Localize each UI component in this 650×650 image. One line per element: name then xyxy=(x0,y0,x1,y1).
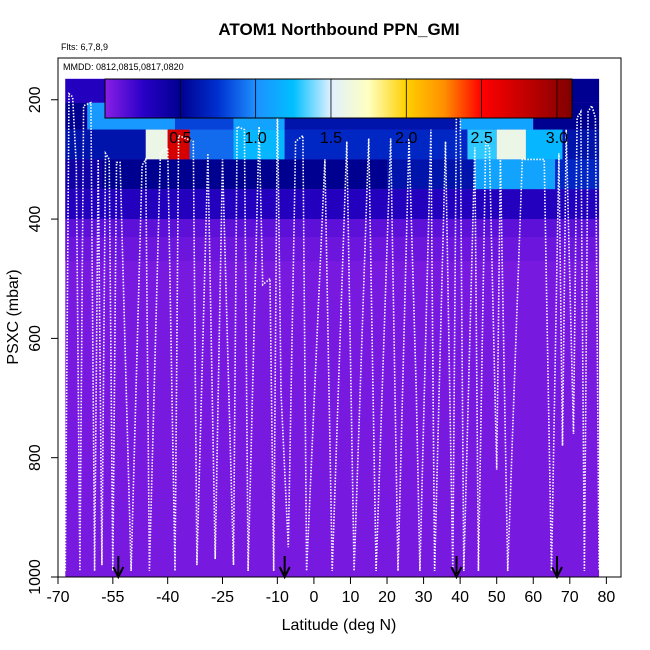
x-tick-label: 40 xyxy=(451,589,469,606)
heatmap-cell xyxy=(467,129,497,160)
y-tick-label: 400 xyxy=(27,206,44,233)
x-tick-label: 70 xyxy=(561,589,579,606)
y-axis-label: PSXC (mbar) xyxy=(5,269,22,364)
x-axis-label: Latitude (deg N) xyxy=(282,617,397,634)
heatmap-cell xyxy=(65,219,600,237)
x-tick-label: 20 xyxy=(378,589,396,606)
x-tick-label: -40 xyxy=(156,589,179,606)
heatmap-cell xyxy=(525,129,563,160)
x-tick-label: -55 xyxy=(101,589,124,606)
chart-title: ATOM1 Northbound PPN_GMI xyxy=(218,20,459,39)
y-axis: 200 400 600 800 1000 xyxy=(27,86,58,595)
colorbar-tick-label: 0.5 xyxy=(169,130,191,147)
y-tick-label: 200 xyxy=(27,86,44,113)
x-tick-label: -25 xyxy=(211,589,234,606)
heatmap-cell xyxy=(284,129,468,160)
flight-track-layer xyxy=(64,92,600,572)
colorbar-gradient xyxy=(104,78,573,119)
x-axis: -70 -55 -40 -25 -10 0 10 20 30 40 50 60 70 80 xyxy=(46,577,615,606)
x-tick-label: -70 xyxy=(46,589,69,606)
heatmap-layer xyxy=(65,78,600,578)
y-tick-label: 600 xyxy=(27,325,44,352)
heatmap-cell xyxy=(145,129,168,160)
x-tick-label: 80 xyxy=(597,589,615,606)
colorbar-ticks: 0.5 1.0 1.5 2.0 2.5 3.0 xyxy=(169,79,568,147)
heatmap-cell xyxy=(65,236,600,261)
colorbar-tick-label: 3.0 xyxy=(546,130,568,147)
x-tick-label: 60 xyxy=(524,589,542,606)
flights-label: Flts: 6,7,8,9 xyxy=(61,42,108,52)
heatmap-cell xyxy=(167,129,190,160)
x-tick-label: 10 xyxy=(342,589,360,606)
flight-track-line xyxy=(64,92,600,572)
x-tick-label: 30 xyxy=(415,589,433,606)
heatmap-cell xyxy=(65,189,600,220)
colorbar-tick-label: 1.5 xyxy=(320,130,342,147)
plot-frame xyxy=(57,57,622,578)
y-tick-label: 1000 xyxy=(27,559,44,595)
colorbar-tick-label: 1.0 xyxy=(245,130,267,147)
heatmap-cell xyxy=(65,129,146,160)
colorbar-tick-label: 2.5 xyxy=(470,130,492,147)
colorbar: 0.5 1.0 1.5 2.0 2.5 3.0 xyxy=(104,78,573,147)
x-tick-label: 50 xyxy=(488,589,506,606)
heatmap-cell xyxy=(496,129,526,160)
heatmap-cell xyxy=(474,159,556,190)
heatmap-cell xyxy=(65,102,88,130)
x-tick-label: 0 xyxy=(309,589,318,606)
colorbar-tick-label: 2.0 xyxy=(395,130,417,147)
dates-label: MMDD: 0812,0815,0817,0820 xyxy=(63,62,184,72)
y-tick-label: 800 xyxy=(27,444,44,471)
x-tick-label: -10 xyxy=(266,589,289,606)
heatmap-cell xyxy=(189,129,234,160)
